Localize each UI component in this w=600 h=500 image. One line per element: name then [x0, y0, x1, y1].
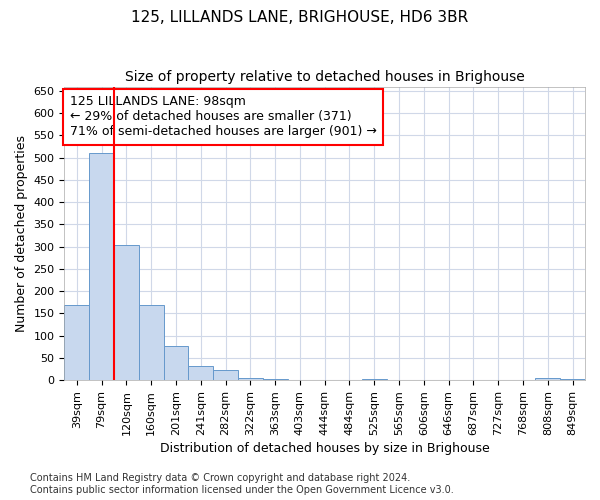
Text: Contains HM Land Registry data © Crown copyright and database right 2024.
Contai: Contains HM Land Registry data © Crown c… — [30, 474, 454, 495]
Bar — [560, 379, 585, 380]
X-axis label: Distribution of detached houses by size in Brighouse: Distribution of detached houses by size … — [160, 442, 490, 455]
Bar — [114, 246, 139, 380]
Bar — [213, 370, 238, 380]
Bar — [139, 304, 164, 380]
Text: 125, LILLANDS LANE, BRIGHOUSE, HD6 3BR: 125, LILLANDS LANE, BRIGHOUSE, HD6 3BR — [131, 10, 469, 25]
Bar — [535, 378, 560, 380]
Bar — [188, 366, 213, 380]
Title: Size of property relative to detached houses in Brighouse: Size of property relative to detached ho… — [125, 70, 524, 84]
Text: 125 LILLANDS LANE: 98sqm
← 29% of detached houses are smaller (371)
71% of semi-: 125 LILLANDS LANE: 98sqm ← 29% of detach… — [70, 96, 376, 138]
Bar — [238, 378, 263, 380]
Bar — [89, 154, 114, 380]
Bar — [164, 346, 188, 380]
Bar — [64, 304, 89, 380]
Y-axis label: Number of detached properties: Number of detached properties — [15, 135, 28, 332]
